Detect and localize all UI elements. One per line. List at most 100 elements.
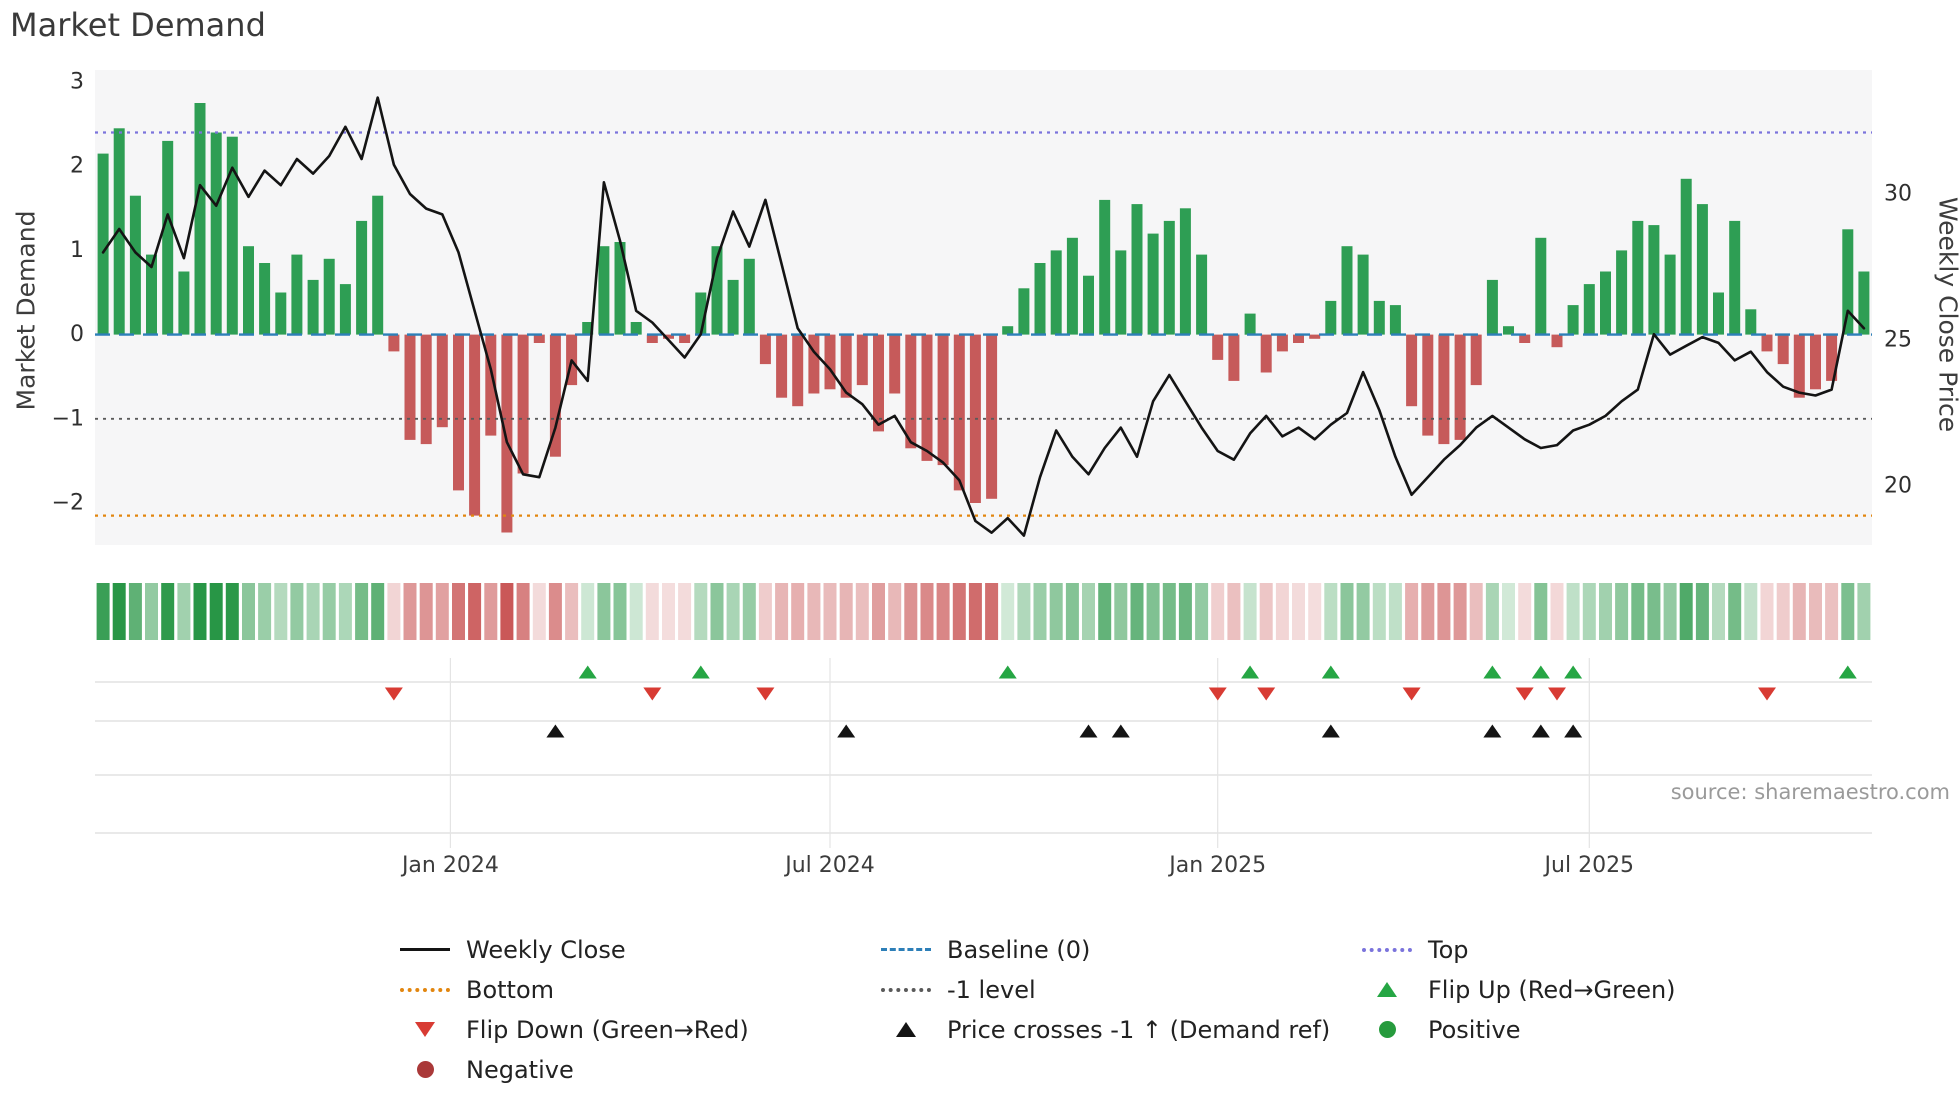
heatmap-cell: [1211, 583, 1225, 640]
heatmap-cell: [96, 583, 110, 640]
legend-label: Positive: [1428, 1015, 1521, 1044]
price-cross-marker: [1079, 724, 1098, 738]
heatmap-cell: [1453, 583, 1467, 640]
demand-bar: [840, 334, 852, 398]
heatmap-cell: [1421, 583, 1435, 640]
flip-down-marker: [1515, 687, 1534, 701]
event-markers: [384, 665, 1857, 738]
price-cross-marker: [546, 724, 565, 738]
demand-bar: [1115, 250, 1127, 335]
heatmap-cell: [1647, 583, 1661, 640]
demand-bar: [1745, 309, 1757, 335]
demand-bar: [1632, 220, 1644, 335]
flip-down-marker: [756, 687, 775, 701]
heatmap-cell: [1469, 583, 1483, 640]
heatmap-cell: [355, 583, 369, 640]
demand-bar: [226, 136, 238, 335]
demand-bar: [1696, 204, 1708, 335]
heatmap-cell: [565, 583, 579, 640]
legend-item-top: Top: [1361, 936, 1921, 964]
x-axis-tick-label: Jan 2024: [400, 853, 499, 878]
heatmap-cell: [1534, 583, 1548, 640]
flip-down-marker: [1547, 687, 1566, 701]
dotted-line-swatch: [1361, 947, 1413, 952]
demand-bar: [1131, 204, 1143, 335]
price-cross-marker: [1321, 724, 1340, 738]
heatmap-cell: [1017, 583, 1031, 640]
flip-up-marker: [998, 665, 1017, 679]
demand-bar: [162, 140, 174, 335]
demand-bar: [598, 246, 610, 335]
heatmap-cell: [1178, 583, 1192, 640]
demand-bar: [1826, 334, 1838, 381]
demand-bar: [1406, 334, 1418, 407]
demand-bar: [1422, 334, 1434, 436]
axis-tick-labels: 3 2 1 0 −1 −2 30 25 20: [52, 70, 1912, 516]
heatmap-cell: [1566, 583, 1580, 640]
demand-bar: [1567, 305, 1579, 335]
demand-bar: [1777, 334, 1789, 365]
heatmap-cell: [694, 583, 708, 640]
demand-bar: [356, 220, 368, 335]
legend-item-price-crosses-1-demand-ref: Price crosses -1 ↑ (Demand ref): [880, 1016, 1361, 1044]
heatmap-cell: [678, 583, 692, 640]
heatmap-cell: [387, 583, 401, 640]
demand-bar: [420, 334, 432, 445]
demand-bar: [1761, 334, 1773, 352]
reference-lines: [95, 131, 1872, 517]
demand-bar: [646, 334, 658, 343]
demand-bar: [210, 132, 222, 335]
heatmap-cell: [872, 583, 885, 640]
heatmap-cell: [548, 583, 562, 640]
demand-bar: [1470, 334, 1482, 386]
demand-bar: [1535, 237, 1547, 335]
demand-bar: [1438, 334, 1450, 445]
flip-up-marker: [691, 665, 710, 679]
flip-up-marker: [1241, 665, 1260, 679]
demand-bar: [1713, 292, 1724, 335]
heatmap-cell: [1405, 583, 1419, 640]
x-axis-tick-label: Jan 2025: [1167, 853, 1266, 878]
x-axis-tick-label: Jul 2025: [1543, 853, 1635, 878]
heatmap-cell: [1502, 583, 1515, 640]
demand-bar: [1486, 279, 1498, 335]
demand-bar: [856, 334, 868, 386]
demand-bar: [501, 334, 513, 533]
demand-bar: [1858, 271, 1870, 335]
demand-bar: [986, 334, 998, 499]
heatmap-cell: [888, 583, 902, 640]
heatmap-cell: [161, 583, 175, 640]
legend-item-1-level: -1 level: [880, 976, 1361, 1004]
legend-label: Negative: [466, 1055, 574, 1084]
flip-down-marker: [1257, 687, 1276, 701]
heatmap-cell: [1324, 583, 1338, 640]
flip-up-marker: [1483, 665, 1502, 679]
demand-bar: [113, 128, 125, 335]
x-axis-labels: Jan 2024 Jul 2024 Jan 2025 Jul 2025: [400, 853, 1634, 878]
demand-bar: [485, 334, 497, 436]
left-axis-tick: 2: [70, 154, 84, 179]
legend-item-positive: Positive: [1361, 1015, 1921, 1044]
legend-label: Baseline (0): [947, 935, 1091, 964]
demand-bar: [1793, 334, 1805, 398]
demand-bar: [1664, 254, 1676, 335]
heatmap-cell: [807, 583, 821, 640]
heatmap-cell: [1841, 583, 1855, 640]
demand-bar: [1503, 326, 1514, 335]
flip-down-marker: [1402, 687, 1421, 701]
heatmap-cell: [662, 583, 675, 640]
heatmap-cell: [1760, 583, 1774, 640]
demand-bar: [937, 334, 949, 466]
left-axis-tick: −1: [52, 406, 84, 431]
demand-bar: [323, 258, 335, 335]
demand-bar: [1309, 334, 1321, 339]
circle-icon: [399, 1061, 451, 1078]
x-axis-tick-label: Jul 2024: [783, 853, 875, 878]
legend-item-baseline-0: Baseline (0): [880, 935, 1361, 964]
demand-bar: [873, 334, 884, 432]
heatmap-cell: [274, 583, 288, 640]
flip-up-marker: [1321, 665, 1340, 679]
heatmap-cell: [1065, 583, 1079, 640]
demand-bar: [679, 334, 691, 343]
heatmap-cell: [306, 583, 320, 640]
